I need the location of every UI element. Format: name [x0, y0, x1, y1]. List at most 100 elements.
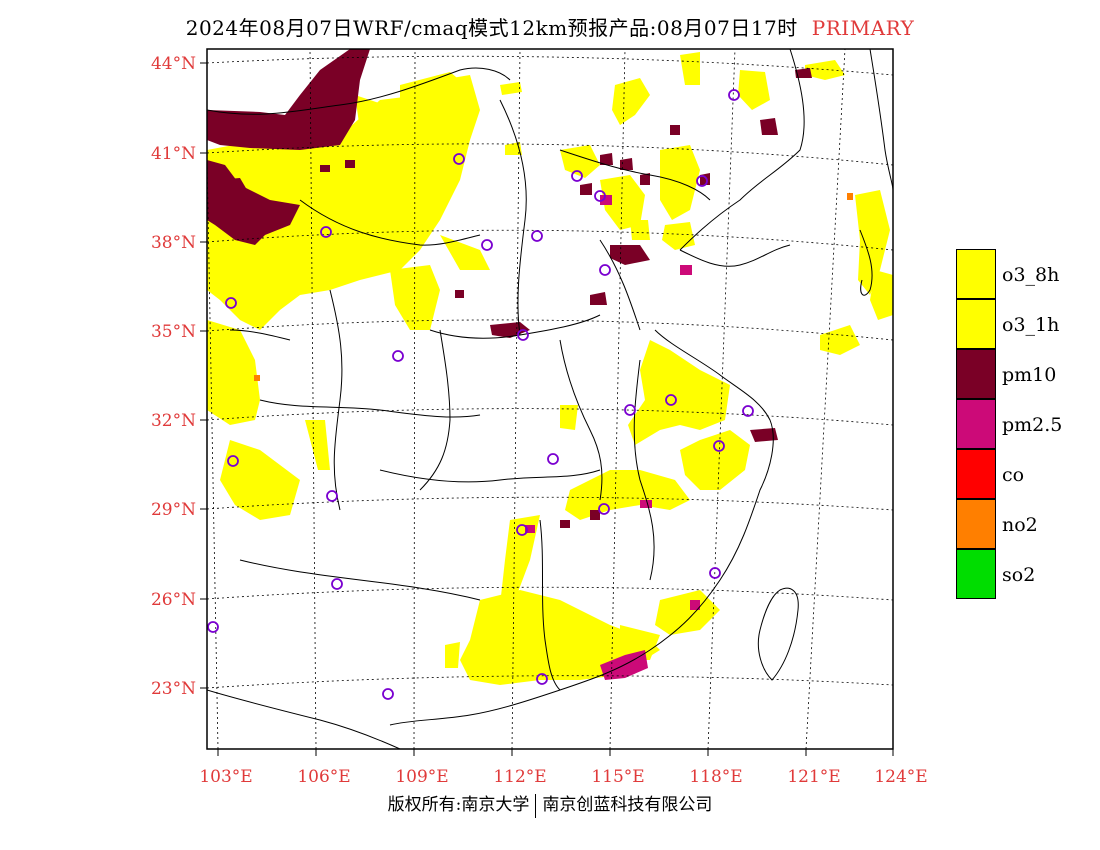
pm10-areas: [207, 49, 812, 528]
station-marker: [598, 503, 610, 515]
province-border-3: [259, 399, 481, 418]
legend-swatch: [956, 249, 996, 299]
legend-swatch: [956, 399, 996, 449]
station-marker: [516, 524, 528, 536]
province-border-6: [499, 99, 527, 336]
legend-swatch: [956, 349, 996, 399]
lon-label: 118°E: [689, 767, 742, 787]
meridian-106e: [309, 49, 317, 749]
lon-label: 112°E: [493, 767, 546, 787]
graticule: [207, 49, 893, 749]
map-frame: [206, 48, 894, 750]
coast-northeast-edge: [869, 49, 893, 191]
legend-label: o3_8h: [1002, 264, 1060, 286]
legend-swatch: [956, 449, 996, 499]
station-marker: [481, 239, 493, 251]
lat-label: 44°N: [151, 54, 196, 74]
parallel-29n: [207, 496, 893, 511]
coast-bohai: [679, 244, 791, 267]
station-marker: [728, 89, 740, 101]
lat-label: 32°N: [151, 411, 196, 431]
copyright-footer: 版权所有:南京大学 南京创蓝科技有限公司: [0, 790, 1100, 818]
station-marker: [453, 153, 465, 165]
province-border-14: [229, 329, 291, 341]
lon-label: 115°E: [591, 767, 644, 787]
lat-label: 23°N: [151, 679, 196, 699]
meridian-103e: [207, 135, 219, 749]
border-northeast: [679, 49, 805, 251]
copyright-left: 版权所有:南京大学: [387, 795, 530, 815]
station-marker: [547, 453, 559, 465]
legend-label: pm10: [1002, 364, 1057, 386]
station-marker: [536, 673, 548, 685]
lat-label: 26°N: [151, 590, 196, 610]
axis-ticks: [200, 62, 894, 756]
meridian-109e: [413, 49, 416, 749]
station-marker: [713, 440, 725, 452]
lon-label: 103°E: [199, 767, 252, 787]
station-marker: [382, 688, 394, 700]
longitude-labels: 103°E 106°E 109°E 112°E 115°E 118°E 121°…: [199, 767, 927, 787]
legend-swatch: [956, 499, 996, 549]
station-marker: [320, 226, 332, 238]
lat-label: 38°N: [151, 233, 196, 253]
province-border-11: [329, 289, 343, 511]
station-marker: [571, 170, 583, 182]
map-title: 2024年08月07日WRF/cmaq模式12km预报产品:08月07日17时 P…: [0, 12, 1100, 41]
station-marker: [225, 297, 237, 309]
province-border-8: [559, 339, 603, 501]
station-markers: [207, 89, 754, 700]
legend-label: o3_1h: [1002, 314, 1060, 336]
station-marker: [517, 329, 529, 341]
province-border-9: [633, 359, 655, 581]
province-border-1: [299, 199, 481, 246]
latitude-labels: 44°N 41°N 38°N 35°N 32°N 29°N 26°N 23°N: [151, 54, 196, 699]
national-border-north: [207, 67, 511, 115]
station-marker: [599, 264, 611, 276]
o3-areas: [207, 52, 893, 685]
lon-label: 106°E: [297, 767, 350, 787]
station-marker: [531, 230, 543, 242]
lon-label: 121°E: [787, 767, 840, 787]
station-marker: [326, 490, 338, 502]
taiwan-outline: [757, 587, 799, 681]
station-marker: [594, 190, 606, 202]
footer-separator: [535, 793, 537, 818]
station-marker: [624, 404, 636, 416]
station-marker: [227, 455, 239, 467]
legend-label: no2: [1002, 514, 1038, 536]
lon-label: 124°E: [874, 767, 927, 787]
legend-swatch: [956, 549, 996, 599]
legend-label: co: [1002, 464, 1025, 486]
lon-label: 109°E: [395, 767, 448, 787]
lat-label: 29°N: [151, 500, 196, 520]
pollutant-fields: [207, 49, 893, 685]
title-text: 2024年08月07日WRF/cmaq模式12km预报产品:08月07日17时: [185, 16, 798, 40]
copyright-right: 南京创蓝科技有限公司: [542, 795, 713, 815]
station-marker: [331, 578, 343, 590]
station-marker: [742, 405, 754, 417]
province-border-5: [239, 559, 481, 601]
lat-label: 35°N: [151, 322, 196, 342]
meridian-115e: [609, 49, 626, 749]
station-marker: [207, 621, 219, 633]
province-border-4: [379, 469, 601, 483]
province-border-13: [599, 239, 641, 331]
legend-label: pm2.5: [1002, 414, 1063, 436]
meridian-121e: [805, 49, 846, 749]
boundary-lines: [207, 49, 893, 749]
meridian-112e: [511, 49, 521, 749]
province-border-7: [419, 329, 451, 491]
station-marker: [709, 567, 721, 579]
meridian-118e: [707, 49, 736, 749]
title-tag: PRIMARY: [811, 16, 915, 40]
province-border-12: [559, 149, 711, 201]
border-southwest: [207, 689, 401, 749]
station-marker: [696, 175, 708, 187]
lat-label: 41°N: [151, 144, 196, 164]
no2-areas: [254, 193, 853, 381]
station-marker: [392, 350, 404, 362]
legend-swatch: [956, 299, 996, 349]
station-marker: [665, 394, 677, 406]
